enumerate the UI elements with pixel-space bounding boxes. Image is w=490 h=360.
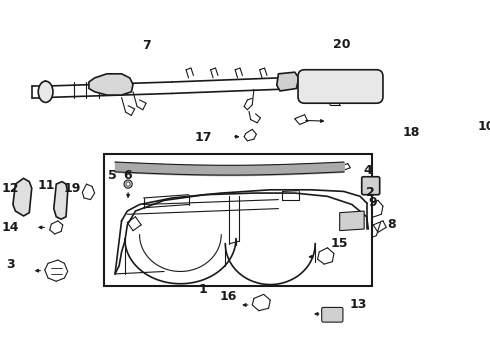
Text: 17: 17 <box>195 131 212 144</box>
Text: 3: 3 <box>6 258 15 271</box>
Ellipse shape <box>38 81 53 102</box>
Text: 1: 1 <box>199 283 208 296</box>
FancyBboxPatch shape <box>362 177 380 195</box>
Bar <box>104 154 372 286</box>
Polygon shape <box>340 211 364 231</box>
Ellipse shape <box>124 180 132 188</box>
Text: 8: 8 <box>387 219 395 231</box>
Text: 20: 20 <box>333 38 351 51</box>
Text: 12: 12 <box>2 182 19 195</box>
Text: 9: 9 <box>368 196 377 210</box>
Polygon shape <box>277 72 299 91</box>
Text: 14: 14 <box>2 221 19 234</box>
Text: 2: 2 <box>367 186 375 199</box>
Text: 18: 18 <box>403 126 420 139</box>
Polygon shape <box>89 74 133 95</box>
Text: 10: 10 <box>478 120 490 134</box>
Polygon shape <box>13 178 32 216</box>
FancyBboxPatch shape <box>298 70 383 103</box>
Text: 13: 13 <box>350 298 367 311</box>
Ellipse shape <box>126 182 130 186</box>
Text: 15: 15 <box>331 237 348 250</box>
Text: 11: 11 <box>38 179 55 192</box>
Text: 7: 7 <box>142 39 150 52</box>
Text: 16: 16 <box>219 290 237 303</box>
FancyBboxPatch shape <box>322 307 343 322</box>
Polygon shape <box>54 182 68 219</box>
Text: 19: 19 <box>64 182 81 195</box>
Text: 6: 6 <box>123 170 132 183</box>
Text: 4: 4 <box>364 164 372 177</box>
Text: 5: 5 <box>108 170 117 183</box>
